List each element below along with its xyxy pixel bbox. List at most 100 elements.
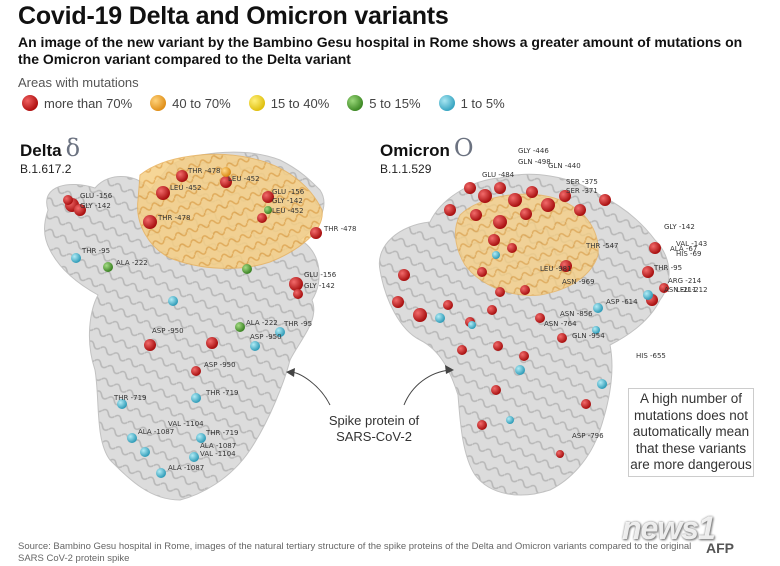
omicron-mutation-red — [519, 351, 529, 361]
omicron-mutation-red — [477, 420, 487, 430]
omicron-mutation-red — [444, 204, 456, 216]
omicron-mutation-red — [488, 234, 500, 246]
omicron-mutation-red — [642, 266, 654, 278]
delta-residue: GLY -142 — [80, 202, 111, 210]
delta-residue: GLY -142 — [272, 197, 303, 205]
omicron-mutation-cyan — [593, 303, 603, 313]
delta-mutation-cyan — [275, 327, 285, 337]
omicron-residue: GLN -954 — [572, 332, 605, 340]
delta-mutations — [63, 167, 322, 478]
delta-mutation-green — [264, 206, 272, 214]
cyan-dot-icon — [438, 95, 455, 111]
omicron-residue: THR -547 — [585, 242, 619, 250]
omicron-mutation-red — [520, 208, 532, 220]
arrow-head-omicron — [445, 365, 454, 374]
delta-symbol: δ — [65, 134, 81, 162]
omicron-mutation-red — [541, 198, 555, 212]
omicron-mutation-cyan — [492, 251, 500, 259]
delta-residue: GLU -156 — [80, 192, 113, 200]
omicron-mutation-red — [493, 341, 503, 351]
omicron-symbol: O — [453, 134, 474, 162]
delta-residue: THR -719 — [205, 389, 239, 397]
omicron-mutation-red — [477, 267, 487, 277]
omicron-mutation-red — [507, 243, 517, 253]
delta-mutation-red — [144, 339, 156, 351]
note-box: A high number of mutations does not auto… — [628, 388, 754, 477]
delta-mutation-cyan — [127, 433, 137, 443]
omicron-residue: ASP -796 — [572, 432, 604, 440]
delta-residue: THR -95 — [81, 247, 110, 255]
delta-mutation-cyan — [168, 296, 178, 306]
omicron-mutation-red — [526, 186, 538, 198]
delta-residue: THR -95 — [283, 320, 312, 328]
legend-label: 1 to 5% — [460, 95, 505, 111]
delta-mutation-red — [310, 227, 322, 239]
delta-lineage: B.1.617.2 — [20, 162, 72, 176]
delta-heading: Delta δ — [20, 134, 80, 162]
delta-residue: THR -478 — [157, 214, 191, 222]
delta-mutation-red — [176, 170, 188, 182]
legend-item-green: 5 to 15% — [347, 95, 421, 111]
delta-mutation-green — [103, 262, 113, 272]
omicron-residue: GLU -484 — [482, 171, 515, 179]
omicron-residue: HIS -655 — [636, 352, 666, 360]
omicron-residue: ASN -856 — [560, 310, 593, 318]
delta-residue: ALA -1087 — [200, 442, 236, 450]
omicron-mutation-red — [659, 283, 669, 293]
omicron-residue: ASN -211 — [664, 286, 697, 294]
legend-item-orange: 40 to 70% — [150, 95, 231, 111]
omicron-residue: ASP -614 — [606, 298, 638, 306]
delta-residue: ALA -1087 — [138, 428, 174, 436]
delta-residue: LEU -452 — [228, 175, 260, 183]
page-title: Covid-19 Delta and Omicron variants — [18, 2, 449, 30]
legend-label: more than 70% — [44, 95, 133, 111]
omicron-mutations — [392, 182, 669, 458]
delta-residue: LEU -452 — [272, 207, 304, 215]
delta-mutation-cyan — [71, 253, 81, 263]
delta-mutation-red — [220, 176, 232, 188]
delta-mutation-red — [63, 195, 73, 205]
delta-mutation-red — [293, 289, 303, 299]
omicron-mutation-red — [599, 194, 611, 206]
delta-mutation-red — [191, 366, 201, 376]
omicron-lineage: B.1.1.529 — [380, 162, 432, 176]
delta-residue: THR -719 — [205, 429, 239, 437]
legend-label: 15 to 40% — [270, 95, 330, 111]
delta-residue: GLY -142 — [304, 282, 335, 290]
omicron-residue: THR -95 — [653, 264, 682, 272]
orange-dot-icon — [150, 95, 167, 111]
legend: more than 70% 40 to 70% 15 to 40% 5 to 1… — [22, 95, 505, 111]
spike-protein-label: Spike protein of SARS-CoV-2 — [328, 413, 420, 444]
omicron-protein — [378, 173, 670, 496]
green-dot-icon — [347, 95, 364, 111]
omicron-mutation-red — [491, 385, 501, 395]
omicron-residue: HIS -69 — [676, 250, 701, 258]
omicron-mutation-red — [649, 242, 661, 254]
omicron-mutation-red — [413, 308, 427, 322]
omicron-mutation-red — [559, 190, 571, 202]
delta-mutation-red — [257, 213, 267, 223]
delta-residue: ALA -222 — [246, 319, 278, 327]
omicron-mutation-red — [478, 189, 492, 203]
legend-title: Areas with mutations — [18, 75, 139, 90]
delta-mutation-orange — [221, 167, 231, 177]
omicron-name: Omicron — [380, 141, 450, 160]
omicron-residue: SER -371 — [566, 187, 598, 195]
delta-residue: ASP -950 — [152, 327, 184, 335]
delta-mutation-cyan — [140, 447, 150, 457]
omicron-mutation-cyan — [592, 326, 600, 334]
delta-mutation-cyan — [196, 433, 206, 443]
omicron-residue: GLY -142 — [664, 223, 695, 231]
omicron-residue-labels: GLY -446 GLN -498 GLN -440 GLU -484 SER … — [482, 147, 708, 440]
legend-item-cyan: 1 to 5% — [438, 95, 505, 111]
omicron-residue: ASN -969 — [562, 278, 595, 286]
delta-mutation-cyan — [156, 468, 166, 478]
omicron-heading: Omicron O — [380, 134, 474, 162]
delta-residue: ASP -950 — [250, 333, 282, 341]
delta-residue: LEU -452 — [170, 184, 202, 192]
delta-mutation-red — [143, 215, 157, 229]
omicron-mutation-cyan — [468, 321, 476, 329]
omicron-residue: GLN -498 — [518, 158, 551, 166]
red-dot-icon — [22, 95, 38, 111]
